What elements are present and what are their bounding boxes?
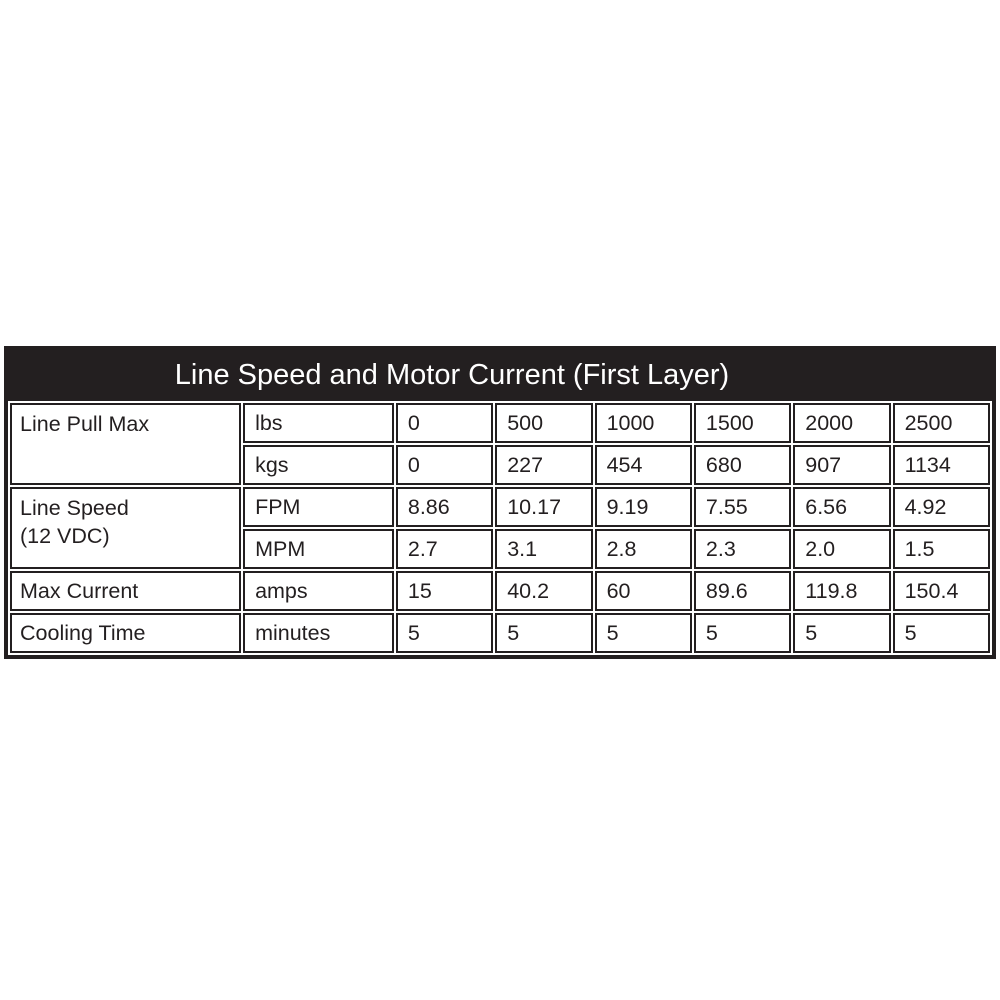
value-cell: 5 — [495, 613, 593, 653]
value-cell: 5 — [693, 613, 792, 653]
table-title: Line Speed and Motor Current (First Laye… — [174, 359, 730, 391]
value-cell: 40.2 — [495, 571, 593, 611]
value-cell: 3.1 — [495, 529, 593, 569]
value-cell: 2500 — [892, 403, 990, 443]
value-cell: 5 — [892, 613, 990, 653]
value-cell: 60 — [594, 571, 692, 611]
value-cell: 680 — [693, 445, 792, 485]
table-row-cooling-time: Cooling Time minutes 5 5 5 5 5 5 — [10, 613, 990, 653]
value-cell: 5 — [395, 613, 494, 653]
value-cell: 150.4 — [892, 571, 990, 611]
value-cell: 907 — [793, 445, 891, 485]
value-cell: 1.5 — [892, 529, 990, 569]
value-cell: 9.19 — [594, 487, 692, 527]
value-cell: 1500 — [693, 403, 792, 443]
value-cell: 2000 — [793, 403, 891, 443]
value-cell: 8.86 — [395, 487, 494, 527]
unit-cell-fpm: FPM — [243, 487, 394, 527]
table-row-max-current: Max Current amps 15 40.2 60 89.6 119.8 1… — [10, 571, 990, 611]
value-cell: 10.17 — [495, 487, 593, 527]
value-cell: 1000 — [594, 403, 692, 443]
unit-cell-kgs: kgs — [243, 445, 394, 485]
unit-cell-lbs: lbs — [243, 403, 394, 443]
row-label-line-speed: Line Speed (12 VDC) — [10, 487, 242, 569]
value-cell: 0 — [395, 445, 494, 485]
table-row-line-speed-fpm: Line Speed (12 VDC) FPM 8.86 10.17 9.19 … — [10, 487, 990, 569]
row-label-line-pull-max: Line Pull Max — [10, 403, 242, 485]
value-cell: 1134 — [892, 445, 990, 485]
row-label-max-current: Max Current — [10, 571, 242, 611]
value-cell: 454 — [594, 445, 692, 485]
value-cell: 227 — [495, 445, 593, 485]
value-cell: 500 — [495, 403, 593, 443]
unit-cell-minutes: minutes — [243, 613, 394, 653]
value-cell: 0 — [395, 403, 494, 443]
spec-table: Line Pull Max lbs 0 500 1000 1500 2000 2… — [8, 401, 992, 655]
value-cell: 5 — [793, 613, 891, 653]
value-cell: 2.0 — [793, 529, 891, 569]
value-cell: 7.55 — [693, 487, 792, 527]
value-cell: 2.3 — [693, 529, 792, 569]
table-row-line-pull-lbs: Line Pull Max lbs 0 500 1000 1500 2000 2… — [10, 403, 990, 485]
table-row-line-pull-kgs: kgs 0 227 454 680 907 1134 — [10, 445, 990, 485]
value-cell: 15 — [395, 571, 494, 611]
value-cell: 2.8 — [594, 529, 692, 569]
table-title-bar: Line Speed and Motor Current (First Laye… — [8, 350, 992, 401]
value-cell: 119.8 — [793, 571, 891, 611]
value-cell: 2.7 — [395, 529, 494, 569]
value-cell: 5 — [594, 613, 692, 653]
unit-cell-amps: amps — [243, 571, 394, 611]
value-cell: 89.6 — [693, 571, 792, 611]
value-cell: 6.56 — [793, 487, 891, 527]
spec-table-frame: Line Speed and Motor Current (First Laye… — [4, 346, 996, 659]
table-row-line-speed-mpm: MPM 2.7 3.1 2.8 2.3 2.0 1.5 — [10, 529, 990, 569]
row-label-cooling-time: Cooling Time — [10, 613, 242, 653]
unit-cell-mpm: MPM — [243, 529, 394, 569]
value-cell: 4.92 — [892, 487, 990, 527]
